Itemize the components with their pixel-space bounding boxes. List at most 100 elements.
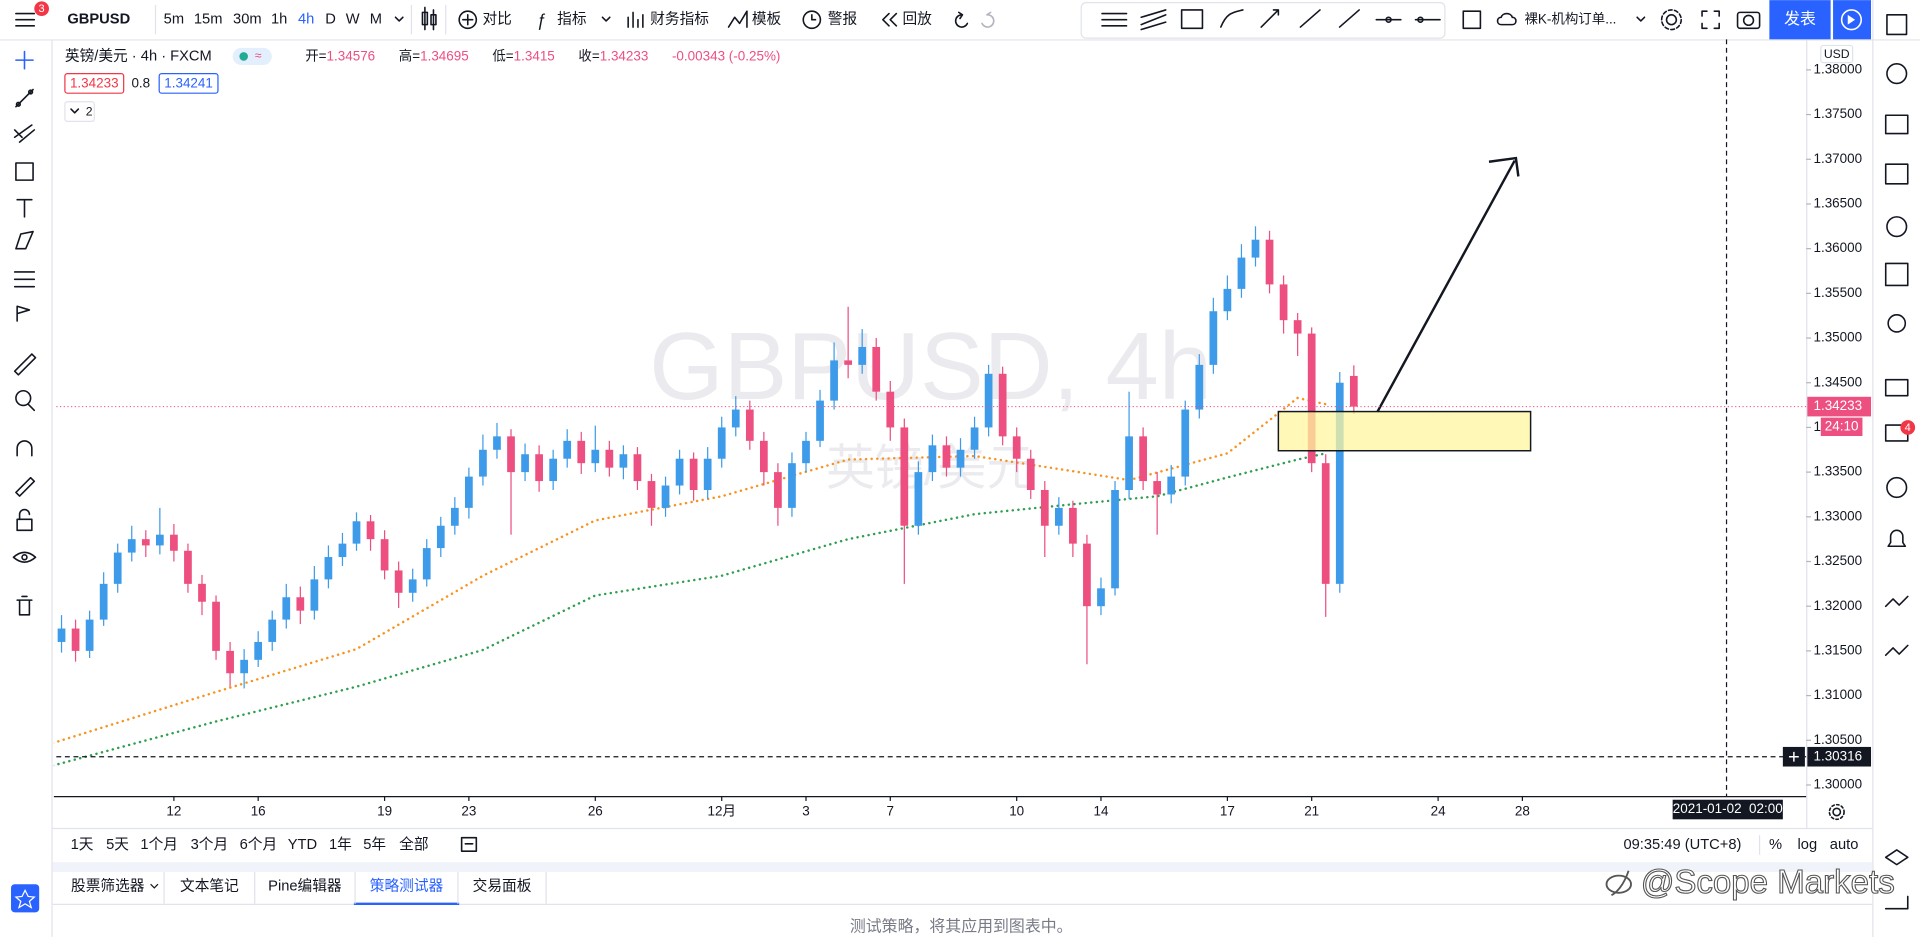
interval[interactable]: 1h xyxy=(271,12,287,28)
toolbar-button[interactable]: 指标 xyxy=(557,11,587,28)
interval[interactable]: M xyxy=(370,12,382,28)
interval[interactable]: 15m xyxy=(194,12,223,28)
range-goto-icon[interactable] xyxy=(460,836,478,852)
panel-tab[interactable]: 文本笔记 xyxy=(180,878,239,895)
publish-button[interactable] xyxy=(1769,0,1831,40)
candle-style-icon[interactable] xyxy=(421,6,437,31)
layout-name[interactable]: 裸K-机构订单... xyxy=(1524,11,1616,26)
symbol[interactable]: GBPUSD xyxy=(67,12,130,28)
interval-dropdown[interactable] xyxy=(394,16,404,22)
indicator-dropdown[interactable] xyxy=(601,16,611,22)
drawing-tools[interactable] xyxy=(1101,9,1441,31)
interval[interactable]: 5m xyxy=(164,12,184,28)
interval[interactable]: 30m xyxy=(233,12,262,28)
candle-body xyxy=(984,373,993,428)
candle-body xyxy=(1125,436,1133,490)
range-period[interactable]: 1年 xyxy=(329,836,352,853)
bid[interactable]: 1.34233 xyxy=(70,76,119,91)
publish-label[interactable]: 发表 xyxy=(1784,10,1816,28)
candle-body xyxy=(408,579,417,593)
candle-body xyxy=(563,440,572,459)
ask-box[interactable] xyxy=(158,72,219,94)
scale-option[interactable]: % xyxy=(1769,837,1782,853)
scale-option[interactable]: auto xyxy=(1830,837,1859,853)
candle-body xyxy=(1223,288,1232,312)
zone-rectangle[interactable] xyxy=(1277,410,1532,452)
scale-option[interactable]: log xyxy=(1798,837,1818,853)
tab-dropdown[interactable] xyxy=(150,883,159,889)
toolbar-button[interactable]: 对比 xyxy=(482,11,511,28)
panel-tab[interactable]: Pine编辑器 xyxy=(268,878,342,895)
range-period[interactable]: 5天 xyxy=(106,837,129,853)
menu-badge xyxy=(34,1,49,17)
undo-icon[interactable] xyxy=(954,11,969,28)
range-period[interactable]: 1个月 xyxy=(140,836,178,853)
panel-tab[interactable]: 股票筛选器 xyxy=(71,878,145,895)
candle-body xyxy=(1167,476,1176,495)
candle-body xyxy=(858,346,867,365)
collapse-count[interactable]: 2 xyxy=(86,104,93,118)
currency[interactable]: USD xyxy=(1824,47,1850,61)
snapshot-icon[interactable] xyxy=(1736,11,1761,30)
settings-icon[interactable] xyxy=(1660,9,1683,31)
toolbar-button[interactable]: 回放 xyxy=(902,11,932,28)
range-period[interactable]: YTD xyxy=(288,837,317,853)
y-tick-label: 1.31500 xyxy=(1813,642,1862,657)
rect-tool[interactable] xyxy=(1462,10,1482,30)
candle-body xyxy=(591,449,600,464)
candle-body xyxy=(465,476,473,508)
collapse-icon xyxy=(70,108,80,114)
candle-body xyxy=(703,458,712,490)
ohlc-label: 收= xyxy=(578,48,599,63)
collapse-button[interactable] xyxy=(64,101,95,122)
range-period[interactable]: 5年 xyxy=(363,836,386,853)
range-period[interactable]: 3个月 xyxy=(191,836,229,853)
cloud-icon[interactable] xyxy=(1496,12,1517,26)
panel-tab[interactable]: 策略测试器 xyxy=(370,878,444,895)
candle-body xyxy=(71,628,80,651)
candle-body xyxy=(296,597,305,611)
candle-body xyxy=(1335,382,1344,584)
candle-body xyxy=(788,463,796,508)
candle-body xyxy=(1111,489,1119,589)
panel-tab[interactable]: 交易面板 xyxy=(473,877,532,895)
candle-body xyxy=(802,440,810,464)
indicator-icon[interactable]: ƒ xyxy=(536,9,546,29)
toolbar-button[interactable]: 警报 xyxy=(828,11,858,28)
financials-icon[interactable] xyxy=(627,11,644,28)
candle-body xyxy=(1012,436,1021,459)
y-tick-label: 1.30000 xyxy=(1813,777,1862,792)
favorites-button[interactable] xyxy=(11,884,40,913)
menu-icon[interactable] xyxy=(15,12,36,27)
sidebar-icons[interactable] xyxy=(1884,14,1909,910)
x-tick-label: 10 xyxy=(1009,804,1024,819)
alert-icon[interactable] xyxy=(802,10,822,30)
compare-icon[interactable] xyxy=(458,10,478,30)
trend-arrow[interactable] xyxy=(1376,156,1520,413)
interval[interactable]: 4h xyxy=(298,12,314,28)
replay-icon[interactable] xyxy=(882,12,898,27)
currency-box[interactable] xyxy=(1820,44,1854,64)
candle-body xyxy=(521,454,529,473)
bid-box[interactable] xyxy=(64,72,125,94)
axis-settings-icon[interactable] xyxy=(1828,803,1845,821)
left-tools[interactable] xyxy=(12,50,37,616)
candle-body xyxy=(1237,257,1246,289)
layout-dropdown[interactable] xyxy=(1636,16,1646,22)
range-period[interactable]: 1天 xyxy=(71,837,94,853)
interval[interactable]: W xyxy=(346,12,360,28)
template-icon[interactable] xyxy=(727,10,748,28)
ask[interactable]: 1.34241 xyxy=(164,76,213,91)
range-period[interactable]: 全部 xyxy=(399,835,428,853)
candle-body xyxy=(507,436,515,473)
y-tick-label: 1.33500 xyxy=(1813,464,1862,479)
range-period[interactable]: 6个月 xyxy=(240,836,278,853)
interval[interactable]: D xyxy=(325,12,336,28)
candle-body xyxy=(1097,588,1105,607)
x-tick-label: 3 xyxy=(802,804,809,819)
fullscreen-icon[interactable] xyxy=(1701,10,1720,30)
toolbar-button[interactable]: 财务指标 xyxy=(650,11,709,28)
toolbar-button[interactable]: 模板 xyxy=(752,10,782,28)
last-price-box xyxy=(1807,396,1872,417)
